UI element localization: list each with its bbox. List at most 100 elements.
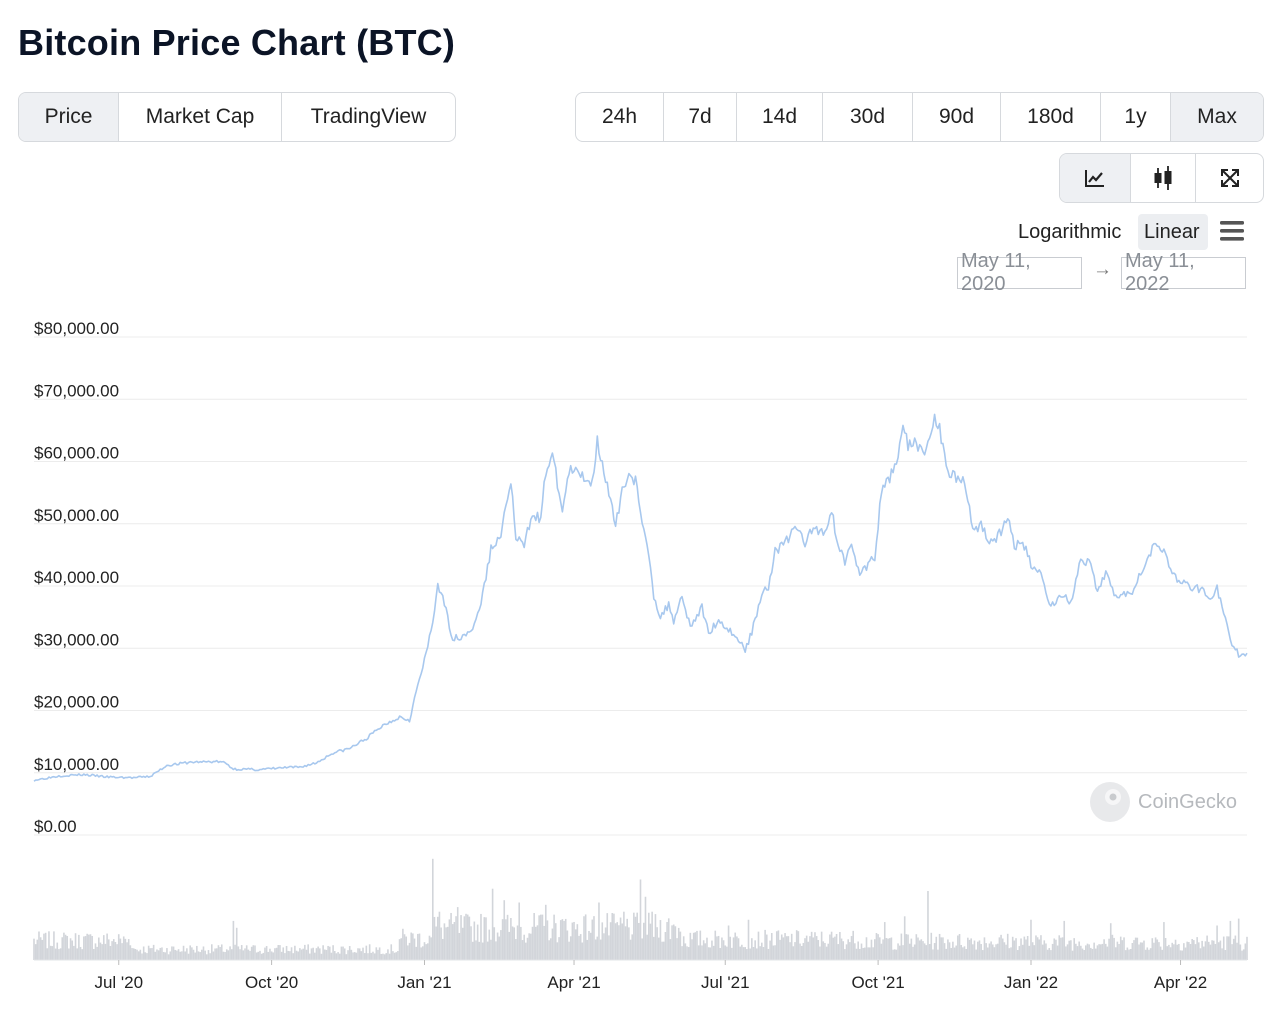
volume-bar (795, 930, 798, 960)
volume-bar (320, 953, 323, 960)
volume-bar (872, 947, 874, 960)
tab-tradingview[interactable]: TradingView (310, 105, 427, 128)
volume-bar (888, 938, 891, 960)
volume-bar (927, 891, 929, 960)
volume-bar (832, 937, 835, 960)
volume-bar (1114, 947, 1117, 960)
volume-bar (1204, 941, 1207, 960)
volume-bar (478, 941, 481, 960)
volume-bar (623, 911, 625, 960)
tab-price[interactable]: Price (19, 93, 119, 141)
volume-bar (363, 953, 366, 960)
scale-linear[interactable]: Linear (1138, 214, 1208, 250)
volume-bar (1116, 941, 1119, 960)
volume-bar (1239, 944, 1242, 960)
tab-market-cap[interactable]: Market Cap (119, 93, 282, 141)
volume-bar (1011, 936, 1014, 960)
range-7d[interactable]: 7d (664, 93, 737, 141)
volume-bar (574, 929, 577, 960)
volume-bar (656, 927, 658, 960)
volume-bar (873, 939, 876, 960)
volume-bar (601, 922, 604, 960)
volume-bar (1041, 944, 1044, 960)
volume-bar (1178, 943, 1180, 960)
volume-bar (400, 938, 403, 960)
volume-bar (797, 931, 800, 960)
volume-bar (1196, 937, 1198, 960)
volume-bar (805, 935, 808, 960)
x-tick-label: Oct '20 (245, 973, 298, 992)
range-180d[interactable]: 180d (1001, 93, 1101, 141)
volume-bar (1080, 945, 1082, 960)
volume-bar (1141, 942, 1144, 960)
volume-bar (563, 920, 565, 960)
expand-icon[interactable] (1196, 154, 1263, 202)
date-to-input[interactable]: May 11, 2022 (1121, 250, 1246, 295)
volume-bar (269, 948, 271, 960)
volume-bar (953, 947, 956, 960)
volume-bar (819, 946, 821, 960)
volume-bar (952, 941, 954, 960)
volume-bar (395, 952, 398, 960)
volume-bar (571, 922, 574, 960)
menu-icon[interactable] (1219, 220, 1245, 247)
volume-bar (1061, 937, 1064, 960)
range-24h[interactable]: 24h (576, 93, 664, 141)
volume-bar (1096, 945, 1099, 960)
volume-bar (611, 912, 614, 960)
volume-bar (141, 953, 143, 960)
volume-bar (219, 947, 221, 960)
chart-type-tabs: Price Market Cap TradingView (18, 92, 456, 142)
volume-bar (179, 951, 182, 960)
range-max[interactable]: Max (1171, 93, 1263, 141)
volume-bar (1206, 935, 1208, 960)
volume-bar (122, 936, 125, 960)
range-30d[interactable]: 30d (823, 93, 913, 141)
scale-logarithmic-label: Logarithmic (1018, 220, 1122, 243)
volume-bar (857, 941, 859, 960)
volume-bar (257, 951, 260, 960)
volume-bar (749, 948, 751, 960)
range-90d[interactable]: 90d (913, 93, 1001, 141)
volume-bar (732, 937, 735, 960)
volume-bar (1227, 936, 1230, 960)
volume-bar (1153, 942, 1155, 960)
volume-bar (835, 934, 838, 960)
scale-logarithmic[interactable]: Logarithmic (1012, 214, 1127, 250)
volume-bar (227, 950, 230, 960)
volume-bar (441, 938, 444, 960)
volume-bar (259, 950, 261, 960)
volume-bar (282, 947, 285, 960)
candlestick-icon[interactable] (1131, 154, 1196, 202)
volume-bar (530, 933, 532, 960)
volume-bar (501, 919, 504, 960)
volume-bar (73, 945, 75, 960)
volume-bar (882, 939, 884, 960)
volume-bar (182, 945, 185, 960)
volume-bar (747, 919, 750, 960)
volume-bar (380, 953, 383, 960)
range-1y[interactable]: 1y (1101, 93, 1171, 141)
volume-bar (1055, 939, 1057, 960)
volume-bar (114, 942, 117, 960)
date-from-input[interactable]: May 11, 2020 (957, 250, 1082, 295)
volume-bar (93, 948, 95, 960)
volume-bar (161, 947, 163, 960)
volume-bar (867, 947, 869, 960)
volume-bar (591, 919, 594, 960)
line-chart-icon[interactable] (1060, 154, 1131, 202)
volume-bar (662, 941, 665, 960)
x-tick-label: Jul '20 (94, 973, 143, 992)
volume-bar (544, 904, 547, 960)
range-14d[interactable]: 14d (737, 93, 823, 141)
volume-bar (102, 935, 105, 960)
volume-bar (1148, 949, 1150, 960)
volume-bar (106, 933, 108, 960)
volume-bar (727, 925, 730, 960)
volume-bar (922, 941, 924, 960)
volume-bar (1189, 944, 1192, 960)
volume-bar (84, 936, 87, 960)
volume-bar (526, 937, 529, 960)
volume-bar (465, 913, 467, 960)
volume-bar (1058, 935, 1061, 960)
